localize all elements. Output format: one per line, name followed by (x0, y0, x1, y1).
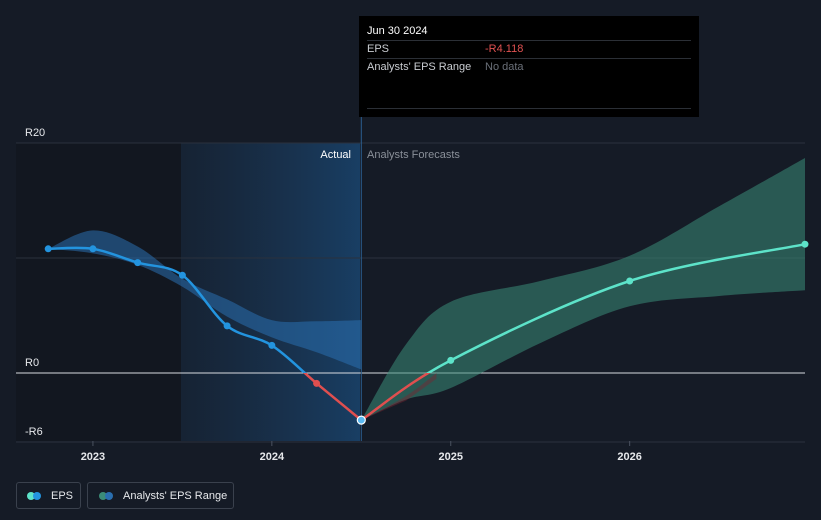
eps-points (44, 240, 809, 425)
eps-forecast-point (801, 240, 809, 248)
eps-point-highlighted (356, 415, 366, 425)
tooltip-eps-value: -R4.118 (485, 43, 524, 55)
eps-point (268, 341, 276, 349)
eps-line-actual (48, 246, 307, 373)
eps-point (89, 245, 97, 253)
eps-legend-icon (27, 491, 43, 500)
x-tick-label: 2026 (617, 451, 641, 463)
tooltip-range-value: No data (485, 61, 524, 73)
eps-forecast-point (447, 356, 455, 364)
eps-point (313, 379, 321, 387)
tooltip-eps-label: EPS (367, 43, 390, 55)
eps-point (44, 245, 52, 253)
range-legend-icon (99, 491, 115, 500)
legend-eps-label: EPS (51, 489, 74, 502)
eps-point (178, 271, 186, 279)
y-tick-label: R0 (25, 357, 39, 369)
past-region (16, 143, 181, 441)
tooltip-date: Jun 30 2024 (367, 25, 428, 37)
eps-lines (48, 242, 806, 422)
range-area-forecast (361, 157, 805, 421)
eps-point (134, 259, 142, 267)
legend-range[interactable]: Analysts' EPS Range (87, 482, 234, 509)
eps-point (223, 322, 231, 330)
x-axis-labels: 2023 2024 2025 2026 (81, 441, 642, 463)
legend-eps[interactable]: EPS (16, 482, 81, 509)
eps-line-forecast-negative (360, 373, 431, 422)
tooltip: Jun 30 2024 EPS -R4.118 Analysts' EPS Ra… (359, 16, 699, 117)
x-tick-label: 2023 (81, 451, 105, 463)
y-axis-labels: R20 R0 -R6 (25, 127, 45, 438)
y-tick-label: R20 (25, 127, 45, 139)
legend-range-label: Analysts' EPS Range (123, 489, 228, 502)
tooltip-eps-row: EPS -R4.118 (367, 40, 691, 58)
eps-line-actual-negative (302, 373, 363, 422)
eps-forecast-point (626, 277, 634, 285)
eps-line-forecast (425, 242, 806, 373)
x-tick-label: 2024 (260, 451, 285, 463)
x-tick-label: 2025 (439, 451, 463, 463)
forecast-label: Analysts Forecasts (367, 149, 460, 161)
tooltip-range-label: Analysts' EPS Range (367, 61, 472, 73)
y-tick-label: -R6 (25, 426, 43, 438)
tooltip-divider (367, 108, 691, 109)
actual-region (181, 143, 360, 441)
tooltip-range-row: Analysts' EPS Range No data (367, 58, 691, 76)
actual-label: Actual (320, 149, 351, 161)
